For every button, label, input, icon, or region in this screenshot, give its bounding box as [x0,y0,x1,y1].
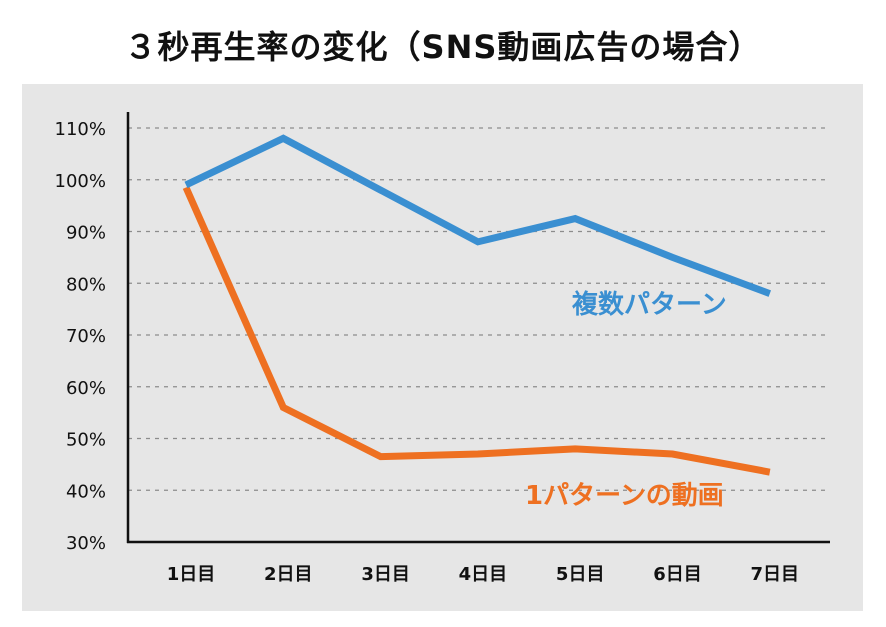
x-tick-label: 2日目 [264,564,313,585]
series-label-1: 1パターンの動画 [525,481,724,511]
gridlines [128,127,830,491]
series-line-1 [182,186,771,476]
y-tick-label: 110% [55,119,106,140]
y-tick-label: 100% [55,171,106,192]
y-tick-label: 60% [66,378,106,399]
x-tick-label: 7日目 [751,564,800,585]
axes [126,112,830,544]
x-tick-label: 4日目 [459,564,508,585]
x-tick-label: 1日目 [167,564,216,585]
y-tick-label: 50% [66,430,106,451]
y-tick-label: 30% [66,533,106,554]
x-tick-label: 6日目 [653,564,702,585]
y-tick-label: 40% [66,481,106,502]
y-tick-label: 90% [66,223,106,244]
y-tick-label: 80% [66,274,106,295]
chart-panel [22,84,863,611]
x-tick-labels: 1日目 2日目 3日目 4日目 5日目 6日目 7日目 [167,564,799,585]
x-tick-label: 3日目 [361,564,410,585]
x-tick-label: 5日目 [556,564,605,585]
series-line-0 [184,134,772,297]
series-lines [182,134,772,476]
series-labels: 複数パターン 1パターンの動画 [525,289,727,511]
chart-title: ３秒再生率の変化（SNS動画広告の場合） [124,28,762,66]
series-label-0: 複数パターン [572,289,727,320]
y-tick-labels: 30% 40% 50% 60% 70% 80% 90% 100% 110% [55,119,106,554]
y-tick-label: 70% [66,326,106,347]
